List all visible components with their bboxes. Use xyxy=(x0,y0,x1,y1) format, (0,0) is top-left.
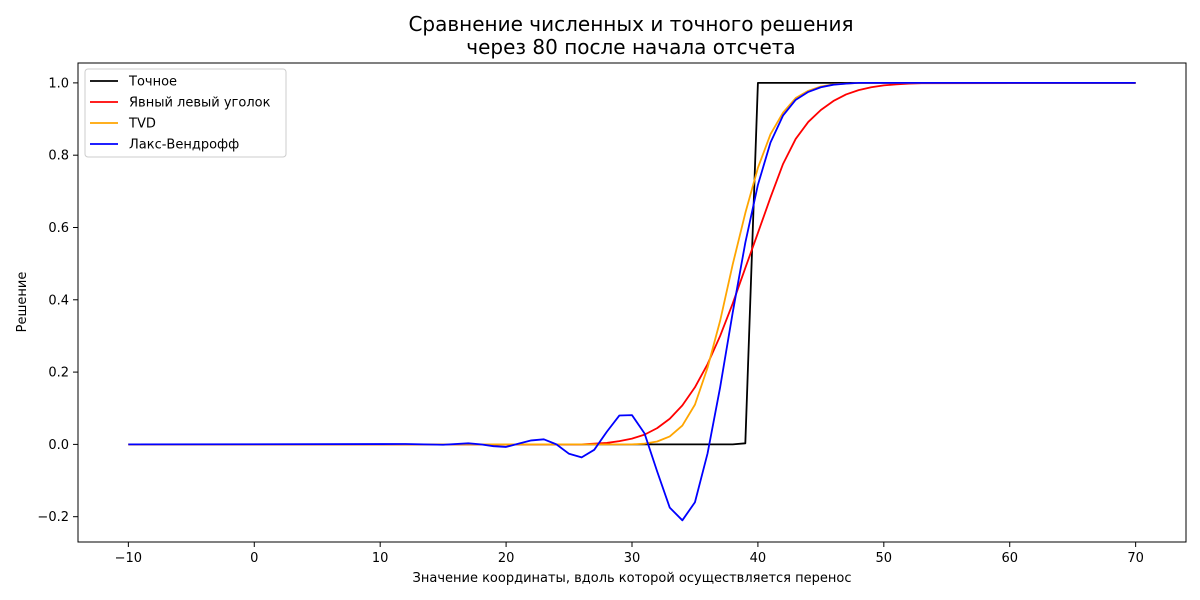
x-tick-label: 30 xyxy=(624,551,641,566)
series-line-2 xyxy=(128,81,1136,446)
y-tick-label: 0.8 xyxy=(48,149,69,164)
legend-label: Точное xyxy=(128,75,177,90)
x-axis-label: Значение координаты, вдоль которой осуще… xyxy=(413,571,852,586)
axis-ticks: −10 0 10 20 30 40 50 60 70 −0.2 0.0 0.2 0.4 0.6 0.8 1.0 xyxy=(37,76,1143,566)
x-tick-label: −10 xyxy=(115,551,142,566)
series-line-4 xyxy=(128,81,1136,522)
legend: Точное Явный левый уголок TVD Лакс-Вендрофф xyxy=(84,68,287,158)
y-tick-label: −0.2 xyxy=(37,510,69,525)
legend-label: Лакс-Вендрофф xyxy=(129,138,239,153)
y-tick-label: 1.0 xyxy=(48,76,69,91)
legend-label: Явный левый уголок xyxy=(129,96,271,111)
legend-label: TVD xyxy=(128,117,156,132)
legend-box xyxy=(84,68,287,158)
x-tick-label: 60 xyxy=(1001,551,1018,566)
y-tick-label: 0.2 xyxy=(48,366,69,381)
y-axis-label: Решение xyxy=(15,272,30,333)
x-tick-label: 50 xyxy=(876,551,893,566)
x-tick-label: 40 xyxy=(750,551,767,566)
chart-title-line-2: через 80 после начала отсчета xyxy=(466,35,795,59)
chart-title-line-1: Сравнение численных и точного решения xyxy=(408,12,853,36)
x-tick-label: 10 xyxy=(372,551,389,566)
y-tick-label: 0.4 xyxy=(48,293,69,308)
plot-area xyxy=(128,81,1136,522)
x-tick-label: 20 xyxy=(498,551,515,566)
x-tick-label: 0 xyxy=(250,551,258,566)
y-tick-label: 0.0 xyxy=(48,438,69,453)
y-tick-label: 0.6 xyxy=(48,221,69,236)
plot-frame xyxy=(77,62,1187,543)
x-tick-label: 70 xyxy=(1127,551,1144,566)
